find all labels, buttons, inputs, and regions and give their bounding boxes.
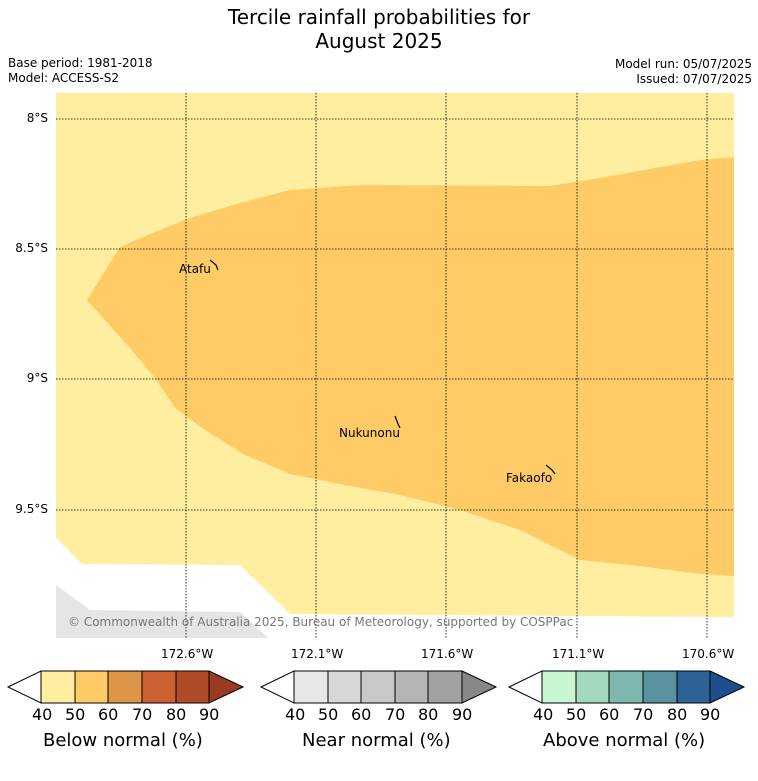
colorbar-above-70: [642, 670, 678, 704]
below-50-region: [87, 157, 734, 576]
mask-region: [56, 585, 268, 638]
cbar-near-tick: 90: [452, 705, 473, 724]
cbar-below-tick: 60: [98, 705, 119, 724]
colorbar-near-70: [394, 670, 429, 704]
gridlines: [56, 93, 734, 638]
colorbar-below-60: [107, 670, 143, 704]
cbar-above-tick: 70: [633, 705, 654, 724]
colorbar-near-40: [293, 670, 329, 704]
issued-date: Issued: 07/07/2025: [636, 72, 752, 86]
lon-label-171-6w: 171.6°W: [421, 647, 474, 661]
title-line-1: Tercile rainfall probabilities for: [227, 5, 531, 29]
cbar-below-title: Below normal (%): [43, 730, 203, 751]
title-line-2: August 2025: [315, 29, 443, 53]
colorbar-above-40: [541, 670, 577, 704]
colorbar-below-50: [74, 670, 109, 704]
cbar-below-tick: 50: [65, 705, 86, 724]
colorbar-above-low-arrow: [507, 670, 543, 704]
colorbar-near: [259, 670, 498, 704]
cbar-above-title: Above normal (%): [543, 730, 706, 751]
lon-label-172-1w: 172.1°W: [291, 647, 344, 661]
model-name: Model: ACCESS-S2: [8, 71, 120, 85]
lat-label-9s: 9°S: [26, 371, 48, 385]
lat-label-8s: 8°S: [26, 111, 48, 125]
cbar-below-tick: 40: [32, 705, 53, 724]
cbar-above-tick: 80: [667, 705, 688, 724]
colorbar-above: [507, 670, 746, 704]
cbar-below-tick: 70: [132, 705, 153, 724]
colorbar-below-low-arrow: [6, 670, 42, 704]
lat-label-8-5s: 8.5°S: [15, 241, 48, 255]
copyright-text: © Commonwealth of Australia 2025, Bureau…: [68, 615, 573, 629]
colorbar-below-high-arrow: [208, 670, 245, 704]
cbar-near-tick: 70: [385, 705, 406, 724]
fakaofo-island: [545, 464, 556, 475]
cbar-near-title: Near normal (%): [302, 730, 451, 751]
colorbar-near-80: [427, 670, 463, 704]
nukunonu-island: [394, 415, 401, 429]
place-label-fakaofo: Fakaofo: [506, 471, 552, 485]
colorbar-above-high-arrow: [709, 670, 746, 704]
meta-right: Model run: 05/07/2025 Issued: 07/07/2025: [615, 57, 752, 87]
model-run: Model run: 05/07/2025: [614, 57, 752, 71]
colorbar-below: [6, 670, 245, 704]
cbar-below-tick: 90: [199, 705, 220, 724]
colorbar-near-60: [360, 670, 396, 704]
cbar-near-tick: 80: [418, 705, 439, 724]
colorbar-below-80: [175, 670, 210, 704]
cbar-above-tick: 40: [533, 705, 554, 724]
cbar-near-tick: 50: [318, 705, 339, 724]
colorbar-below-70: [141, 670, 177, 704]
cbar-near-tick: 60: [351, 705, 372, 724]
base-period: Base period: 1981-2018: [8, 56, 153, 70]
chart-title: Tercile rainfall probabilities for Augus…: [0, 5, 758, 53]
colorbar-near-50: [327, 670, 362, 704]
cbar-below-tick: 80: [166, 705, 187, 724]
cbar-near-tick: 40: [285, 705, 306, 724]
colorbar-below-40: [40, 670, 76, 704]
colorbar-near-high-arrow: [461, 670, 498, 704]
lon-label-170-6w: 170.6°W: [682, 647, 735, 661]
no-data-region: [56, 538, 734, 638]
colorbar-above-80: [676, 670, 711, 704]
cbar-above-tick: 90: [700, 705, 721, 724]
atafu-island: [209, 259, 219, 271]
cbar-above-tick: 50: [566, 705, 587, 724]
meta-left: Base period: 1981-2018 Model: ACCESS-S2: [8, 56, 153, 86]
lon-label-171-1w: 171.1°W: [552, 647, 605, 661]
colorbar-above-50: [575, 670, 610, 704]
place-label-atafu: Atafu: [179, 262, 211, 276]
cbar-above-tick: 60: [599, 705, 620, 724]
colorbar-near-low-arrow: [259, 670, 295, 704]
place-label-nukunonu: Nukunonu: [339, 426, 400, 440]
lat-label-9-5s: 9.5°S: [15, 502, 48, 516]
colorbar-above-60: [608, 670, 644, 704]
lon-label-172-6w: 172.6°W: [161, 647, 214, 661]
